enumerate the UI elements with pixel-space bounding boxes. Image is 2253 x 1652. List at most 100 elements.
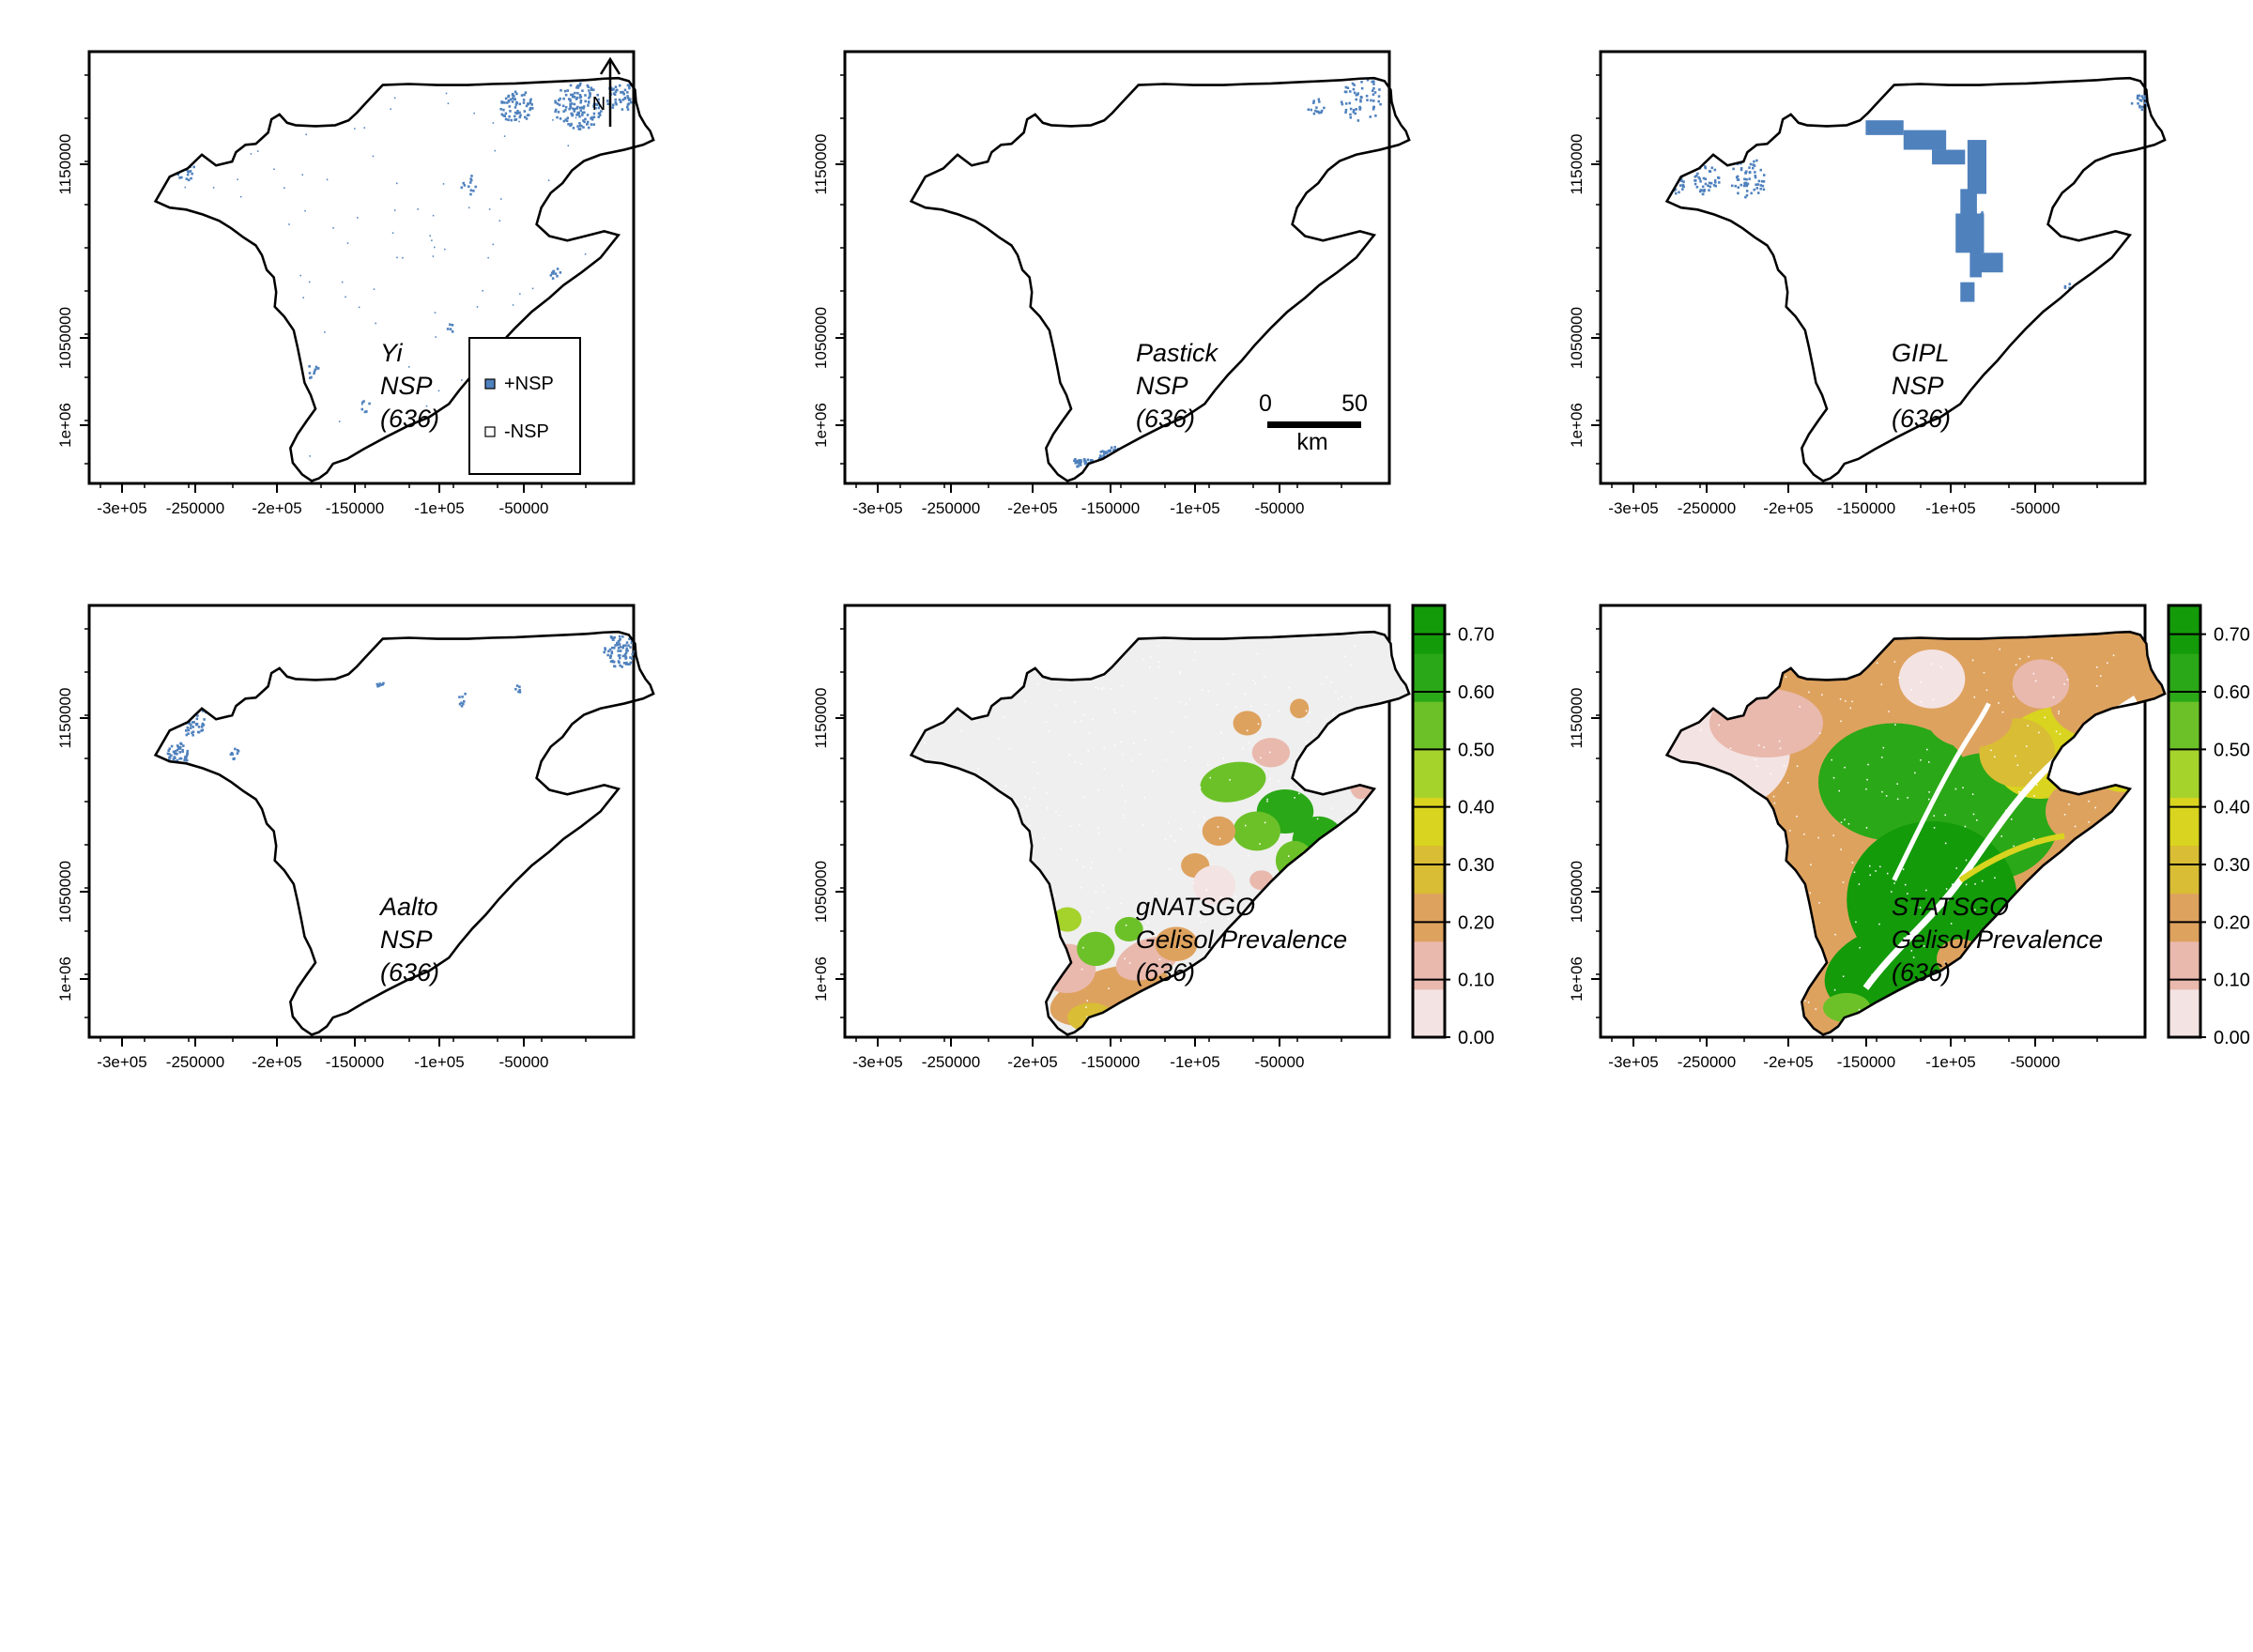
x-tick-label: -250000	[166, 1053, 224, 1071]
y-tick-label: 1050000	[56, 307, 74, 369]
map-panel-statsgo: -3e+05 -250000 -2e+05 -150000 -1e+05 -50000 1e…	[1568, 604, 2250, 1071]
panel-label: Aalto NSP (636)	[378, 893, 439, 987]
x-axis: -3e+05 -250000 -2e+05 -150000 -1e+05 -50000	[852, 1037, 1342, 1071]
colorbar-tick-label: 0.70	[1458, 625, 1494, 646]
nsp-legend: +NSP -NSP	[468, 337, 581, 475]
colorbar-tick-label: 0.20	[2214, 912, 2250, 933]
y-tick-label: 1e+06	[1568, 403, 1586, 448]
colorbar-tick-label: 0.50	[1458, 740, 1494, 760]
colorbar-tick-label: 0.30	[1458, 855, 1494, 876]
colorbar-tick-label: 0.10	[1458, 971, 1494, 991]
colorbar-tick-label: 0.50	[2214, 740, 2250, 760]
x-axis: -3e+05 -250000 -2e+05 -150000 -1e+05 -50000	[97, 483, 587, 517]
colorbar-tick-label: 0.30	[2214, 855, 2250, 876]
colorbar-tick-label: 0.10	[2214, 971, 2250, 991]
map-panel-pastick: -3e+05 -250000 -2e+05 -150000 -1e+05 -50000 1e…	[812, 50, 1411, 517]
x-tick-label: -2e+05	[1007, 1053, 1057, 1071]
panel-label-line: STATSGO	[1892, 893, 2009, 921]
x-tick-label: -3e+05	[97, 499, 146, 517]
x-tick-label: -2e+05	[252, 1053, 301, 1071]
x-tick-label: -150000	[1081, 1053, 1140, 1071]
x-tick-label: -1e+05	[1925, 499, 1975, 517]
y-tick-label: 1e+06	[812, 403, 830, 448]
x-tick-label: -50000	[1255, 499, 1305, 517]
colorbar-legend: 0.00 0.10 0.20 0.30 0.40 0.50 0.60 0.70	[2167, 604, 2250, 1048]
x-tick-label: -250000	[1678, 499, 1736, 517]
panel-label: Pastick NSP (636)	[1136, 339, 1219, 433]
panel-label-line: Gelisol Prevalence	[1892, 925, 2103, 954]
panel-label-line: (636)	[1136, 405, 1195, 433]
scale-bar-start: 0	[1259, 390, 1272, 417]
colorbar-tick-label: 0.70	[2214, 625, 2250, 646]
colorbar-tick-label: 0.40	[2214, 798, 2250, 818]
panel-label: Yi NSP (636)	[380, 339, 439, 433]
panel-label: GIPL NSP (636)	[1892, 339, 1951, 433]
y-axis: 1e+06 1050000 1150000	[56, 628, 89, 1018]
map-panel-yi: -3e+05 -250000 -2e+05 -150000 -1e+05 -50000 1e…	[56, 50, 655, 517]
x-tick-label: -150000	[326, 1053, 384, 1071]
y-tick-label: 1e+06	[1568, 956, 1586, 1002]
y-axis: 1e+06 1050000 1150000	[1568, 74, 1601, 465]
panel-label-line: NSP	[380, 372, 433, 400]
x-axis: -3e+05 -250000 -2e+05 -150000 -1e+05 -50000	[97, 1037, 587, 1071]
map-panel-aalto: -3e+05 -250000 -2e+05 -150000 -1e+05 -50000 1e…	[56, 604, 655, 1071]
scale-bar-end: 50	[1341, 390, 1368, 417]
legend-positive-label: +NSP	[504, 374, 554, 394]
y-tick-label: 1050000	[812, 307, 830, 369]
panel-label-line: (636)	[1892, 405, 1951, 433]
x-tick-label: -50000	[1255, 1053, 1305, 1071]
x-tick-label: -2e+05	[252, 499, 301, 517]
legend-negative-label: -NSP	[504, 421, 549, 442]
y-tick-label: 1150000	[1568, 134, 1586, 195]
x-tick-label: -1e+05	[1170, 1053, 1219, 1071]
y-axis: 1e+06 1050000 1150000	[56, 74, 89, 465]
x-tick-label: -50000	[2011, 1053, 2061, 1071]
x-tick-label: -150000	[1837, 1053, 1895, 1071]
colorbar-tick-label: 0.20	[1458, 912, 1494, 933]
colorbar-legend: 0.00 0.10 0.20 0.30 0.40 0.50 0.60 0.70	[1411, 604, 1494, 1048]
x-tick-label: -1e+05	[1925, 1053, 1975, 1071]
x-tick-label: -2e+05	[1763, 1053, 1813, 1071]
panel-label-line: Pastick	[1136, 339, 1219, 367]
panel-frame	[1599, 50, 2147, 485]
panel-label-line: (636)	[1892, 958, 1951, 987]
panel-label-line: Yi	[380, 339, 404, 367]
x-tick-label: -1e+05	[1170, 499, 1219, 517]
panel-label-line: NSP	[1892, 372, 1944, 400]
x-axis: -3e+05 -250000 -2e+05 -150000 -1e+05 -50000	[852, 483, 1342, 517]
colorbar-tick-label: 0.40	[1458, 798, 1494, 818]
y-tick-label: 1e+06	[812, 956, 830, 1002]
y-tick-label: 1050000	[812, 861, 830, 923]
y-tick-label: 1050000	[56, 861, 74, 923]
panel-label-line: gNATSGO	[1136, 893, 1255, 921]
scale-bar-unit: km	[1296, 429, 1327, 455]
panel-label: STATSGO Gelisol Prevalence (636)	[1892, 893, 2103, 987]
x-tick-label: -2e+05	[1763, 499, 1813, 517]
scale-bar: 0 50 km	[1259, 390, 1368, 455]
y-tick-label: 1150000	[56, 688, 74, 749]
x-tick-label: -1e+05	[414, 1053, 464, 1071]
panel-label-line: (636)	[380, 958, 439, 987]
colorbar-tick-label: 0.00	[1458, 1028, 1494, 1048]
y-tick-label: 1150000	[812, 688, 830, 749]
panel-label-line: NSP	[380, 925, 433, 954]
x-tick-label: -50000	[499, 499, 549, 517]
x-tick-label: -250000	[922, 499, 980, 517]
x-tick-label: -1e+05	[414, 499, 464, 517]
panel-label-line: Aalto	[378, 893, 438, 921]
panel-frame	[843, 50, 1391, 485]
panel-label-line: GIPL	[1892, 339, 1950, 367]
north-arrow-icon: N	[592, 56, 621, 127]
legend-positive-swatch	[484, 378, 496, 390]
colorbar-tick-label: 0.60	[2214, 682, 2250, 703]
x-tick-label: -250000	[1678, 1053, 1736, 1071]
x-tick-label: -3e+05	[852, 499, 902, 517]
x-tick-label: -150000	[326, 499, 384, 517]
y-tick-label: 1150000	[812, 134, 830, 195]
y-tick-label: 1050000	[1568, 307, 1586, 369]
y-tick-label: 1e+06	[56, 956, 74, 1002]
y-axis: 1e+06 1050000 1150000	[812, 74, 845, 465]
x-axis: -3e+05 -250000 -2e+05 -150000 -1e+05 -50000	[1608, 1037, 2098, 1071]
